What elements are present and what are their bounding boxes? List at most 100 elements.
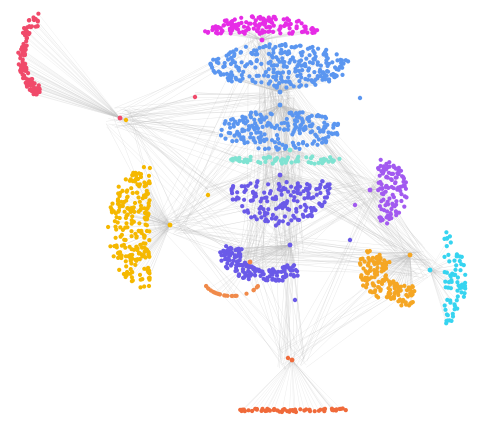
graph-edge xyxy=(265,167,281,239)
indigo-lower-cluster-node xyxy=(226,249,231,254)
light-blue-middle-cluster-node xyxy=(316,126,321,131)
light-blue-upper-cluster-node xyxy=(333,65,338,70)
cyan-cluster-node xyxy=(452,302,457,307)
graph-edge xyxy=(138,224,171,232)
purple-cluster-node xyxy=(378,157,383,162)
indigo-lower-cluster-node xyxy=(247,270,252,275)
orange-cluster-node xyxy=(386,292,391,297)
magenta-cluster-node xyxy=(250,14,255,19)
graph-edge xyxy=(235,24,263,41)
light-blue-upper-cluster-node xyxy=(298,43,303,48)
indigo-upper-cluster-node xyxy=(313,208,318,213)
light-blue-upper-cluster-node xyxy=(230,73,235,78)
light-blue-upper-cluster-node xyxy=(256,73,261,78)
coral-small-cluster-node xyxy=(234,293,239,298)
graph-edge xyxy=(291,359,337,411)
purple-cluster-node xyxy=(390,201,395,206)
graph-edge xyxy=(279,148,292,351)
graph-edge xyxy=(240,244,291,258)
graph-edge xyxy=(429,265,457,271)
graph-edge xyxy=(147,213,171,226)
graph-edge xyxy=(220,33,263,41)
light-blue-upper-cluster-hub-node xyxy=(277,89,283,95)
indigo-lower-cluster-node xyxy=(246,273,251,278)
graph-edge xyxy=(261,32,308,41)
yellow-cluster-node xyxy=(135,182,140,187)
red-pink-cluster-node xyxy=(34,86,39,91)
light-blue-upper-cluster-node xyxy=(271,67,276,72)
purple-cluster-node xyxy=(389,206,394,212)
graph-edge xyxy=(258,244,291,271)
graph-edge xyxy=(389,254,411,284)
graph-edge xyxy=(242,174,281,207)
graph-edge xyxy=(204,176,251,193)
light-blue-upper-cluster-node xyxy=(266,60,271,66)
yellow-cluster-node xyxy=(134,173,139,178)
light-blue-upper-cluster-node xyxy=(274,74,279,79)
indigo-upper-cluster-node xyxy=(291,198,296,203)
purple-cluster-node xyxy=(398,188,403,193)
yellow-cluster-node xyxy=(130,214,135,219)
graph-edge xyxy=(429,269,451,301)
graph-edge xyxy=(281,94,284,97)
yellow-cluster-node xyxy=(146,270,151,275)
cyan-cluster-node xyxy=(455,275,460,280)
graph-edge xyxy=(33,93,121,119)
light-blue-upper-cluster-node xyxy=(238,78,243,84)
graph-edge xyxy=(374,254,411,293)
aqua-band-cluster-node xyxy=(329,157,334,162)
magenta-cluster-node xyxy=(269,20,274,25)
cyan-cluster-node xyxy=(455,306,460,311)
graph-edge xyxy=(279,104,285,130)
indigo-lower-cluster-node xyxy=(243,273,248,278)
graph-edge xyxy=(290,156,377,183)
graph-edge xyxy=(281,237,296,362)
indigo-upper-cluster-node xyxy=(255,179,260,184)
graph-edge xyxy=(257,260,420,278)
magenta-cluster-node xyxy=(266,29,271,34)
graph-edge xyxy=(161,179,267,235)
indigo-lower-cluster-node xyxy=(295,273,300,278)
graph-edge xyxy=(144,224,171,237)
indigo-upper-cluster-node xyxy=(239,184,244,189)
graph-edge xyxy=(148,202,171,226)
coral-star-cluster-hub-node xyxy=(289,357,295,363)
orange-cluster-node xyxy=(360,256,365,261)
graph-edge xyxy=(204,174,251,190)
graph-edge xyxy=(369,176,404,191)
graph-edge xyxy=(236,244,291,262)
yellow-cluster-node xyxy=(147,229,152,234)
indigo-upper-cluster-node xyxy=(295,217,300,222)
light-blue-upper-cluster-node xyxy=(305,77,310,82)
graph-edge xyxy=(269,244,291,272)
coral-star-cluster-node xyxy=(293,407,298,412)
red-pink-cluster-node xyxy=(20,45,25,50)
aqua-band-cluster-node xyxy=(237,159,243,164)
purple-cluster-node xyxy=(385,221,390,226)
graph-edge xyxy=(270,39,292,158)
graph-edge xyxy=(34,83,121,119)
light-blue-middle-cluster-node xyxy=(301,140,306,145)
coral-star-cluster-node xyxy=(287,409,292,414)
graph-edge xyxy=(18,64,121,119)
graph-edge xyxy=(396,254,411,285)
light-blue-middle-cluster-node xyxy=(294,114,299,119)
aqua-band-cluster-node xyxy=(248,158,253,163)
light-blue-upper-cluster-node xyxy=(266,81,271,86)
aqua-band-cluster-node xyxy=(243,157,248,162)
graph-edge xyxy=(37,21,121,119)
connector-node xyxy=(292,297,298,303)
cyan-cluster-node xyxy=(448,240,453,245)
graph-edge xyxy=(32,81,121,119)
graph-edge xyxy=(254,177,279,257)
yellow-cluster-node xyxy=(142,206,147,211)
graph-edge xyxy=(24,35,121,119)
graph-edge xyxy=(291,359,333,410)
graph-edge xyxy=(131,116,305,255)
cyan-cluster-node xyxy=(457,254,462,259)
graph-edge xyxy=(26,41,121,119)
cyan-cluster-node xyxy=(444,312,449,317)
graph-edge xyxy=(369,189,381,207)
graph-edge xyxy=(279,174,323,182)
graph-edge xyxy=(408,254,411,288)
